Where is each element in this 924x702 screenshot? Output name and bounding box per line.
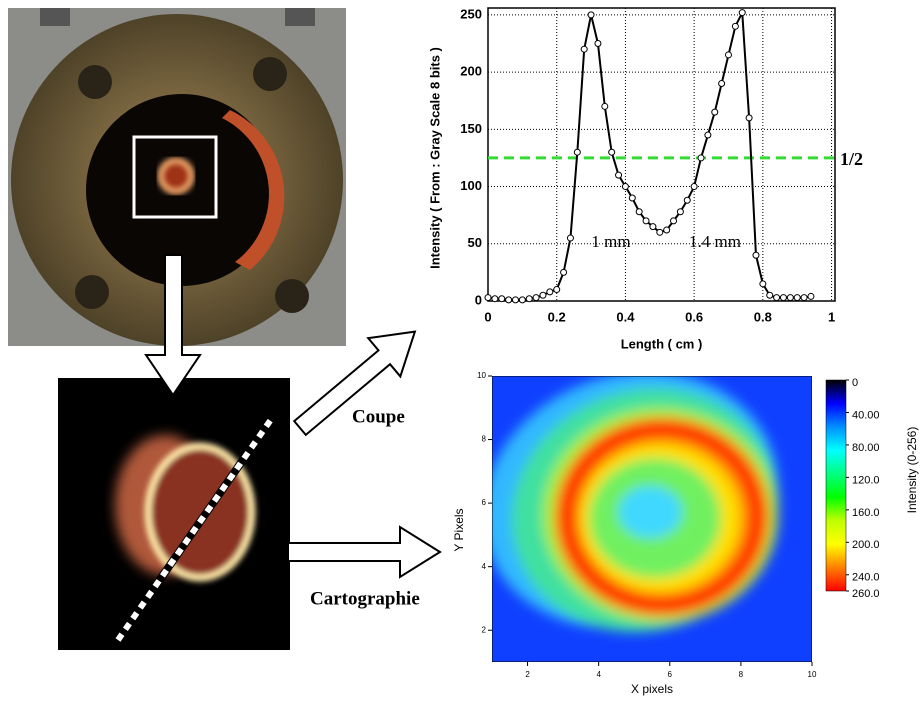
data-point	[738, 9, 746, 17]
y-axis-label: Y Pixels	[452, 508, 466, 551]
colorbar-tick-label: 240.0	[852, 572, 880, 584]
data-point	[525, 295, 533, 303]
x-tick-label: 10	[808, 670, 817, 679]
colorbar-tick-label: 200.0	[852, 539, 880, 551]
width-annotation: 1.4 mm	[689, 232, 741, 251]
x-tick-label: 0	[484, 309, 491, 324]
colorbar-tick-label: 120.0	[852, 474, 880, 486]
x-tick-label: 0.6	[685, 309, 703, 324]
data-point	[491, 295, 499, 303]
data-point	[766, 291, 774, 299]
data-point	[566, 234, 574, 242]
data-point	[704, 131, 712, 139]
colorbar-tick-label: 0	[852, 377, 858, 389]
colorbar	[825, 379, 847, 592]
data-point	[670, 217, 678, 225]
data-point	[628, 194, 636, 202]
y-tick-label: 50	[468, 235, 482, 250]
y-axis-label: Intensity ( From : Gray Scale 8 bits )	[427, 47, 442, 269]
x-axis-label: X pixels	[631, 682, 673, 696]
y-tick-label: 200	[460, 64, 482, 79]
data-point	[779, 294, 787, 302]
arrows	[144, 254, 442, 579]
colorbar-tick-label: 40.00	[852, 409, 880, 421]
data-point	[511, 296, 519, 304]
x-tick-label: 0.8	[754, 309, 772, 324]
data-point	[518, 296, 526, 304]
data-point	[683, 196, 691, 204]
label-coupe: Coupe	[352, 406, 405, 427]
data-point	[573, 148, 581, 156]
x-tick-label: 4	[596, 670, 601, 679]
x-tick-label: 8	[739, 670, 744, 679]
data-point	[532, 294, 540, 302]
data-point	[546, 288, 554, 296]
data-point	[656, 228, 664, 236]
data-point	[676, 208, 684, 216]
data-point	[621, 183, 629, 191]
y-tick-label: 150	[460, 121, 482, 136]
y-tick-label: 100	[460, 178, 482, 193]
data-point	[580, 45, 588, 53]
data-point	[731, 22, 739, 30]
data-point	[752, 251, 760, 259]
colorbar-tick-label: 160.0	[852, 507, 880, 519]
data-point	[759, 280, 767, 288]
y-tick-label: 6	[482, 498, 487, 507]
data-point	[635, 208, 643, 216]
y-tick-label: 250	[460, 6, 482, 21]
data-point	[553, 286, 561, 294]
data-point	[608, 148, 616, 156]
plot-area	[487, 7, 836, 302]
x-tick-label: 0.2	[548, 309, 566, 324]
photo-zoom	[58, 378, 290, 650]
data-point	[594, 39, 602, 47]
x-tick-label: 1	[828, 309, 835, 324]
data-point	[793, 294, 801, 302]
data-point	[724, 51, 732, 59]
x-tick-label: 6	[668, 670, 673, 679]
data-point	[711, 108, 719, 116]
data-point	[587, 11, 595, 19]
data-point	[601, 102, 609, 110]
x-tick-label: 0.4	[616, 309, 635, 324]
half-max-label: 1/2	[840, 149, 863, 169]
y-tick-label: 4	[482, 562, 487, 571]
data-point	[800, 294, 808, 302]
data-point	[539, 291, 547, 299]
colorbar-label: Intensity (0-256)	[905, 427, 919, 514]
data-point	[663, 226, 671, 234]
y-tick-label: 10	[477, 371, 486, 380]
data-point	[505, 296, 513, 304]
data-point	[745, 114, 753, 122]
data-point	[560, 268, 568, 276]
data-point	[484, 294, 492, 302]
photo-flange	[8, 8, 346, 346]
width-annotation: 1 mm	[591, 232, 630, 251]
data-point	[649, 223, 657, 231]
colorbar-tick-label: 260.0	[852, 588, 880, 600]
data-point	[615, 171, 623, 179]
data-point	[807, 292, 815, 300]
y-tick-label: 8	[482, 435, 487, 444]
x-axis-label: Length ( cm )	[621, 336, 703, 351]
x-tick-label: 2	[525, 670, 530, 679]
y-tick-label: 0	[475, 292, 482, 307]
data-point	[642, 217, 650, 225]
label-cartographie: Cartographie	[310, 588, 420, 609]
data-point	[690, 183, 698, 191]
data-point	[786, 294, 794, 302]
data-point	[498, 295, 506, 303]
data-point	[773, 294, 781, 302]
y-tick-label: 2	[482, 625, 487, 634]
data-point	[718, 80, 726, 88]
colorbar-tick-label: 80.00	[852, 442, 880, 454]
data-point	[697, 154, 705, 162]
heatmap-image	[492, 376, 812, 662]
